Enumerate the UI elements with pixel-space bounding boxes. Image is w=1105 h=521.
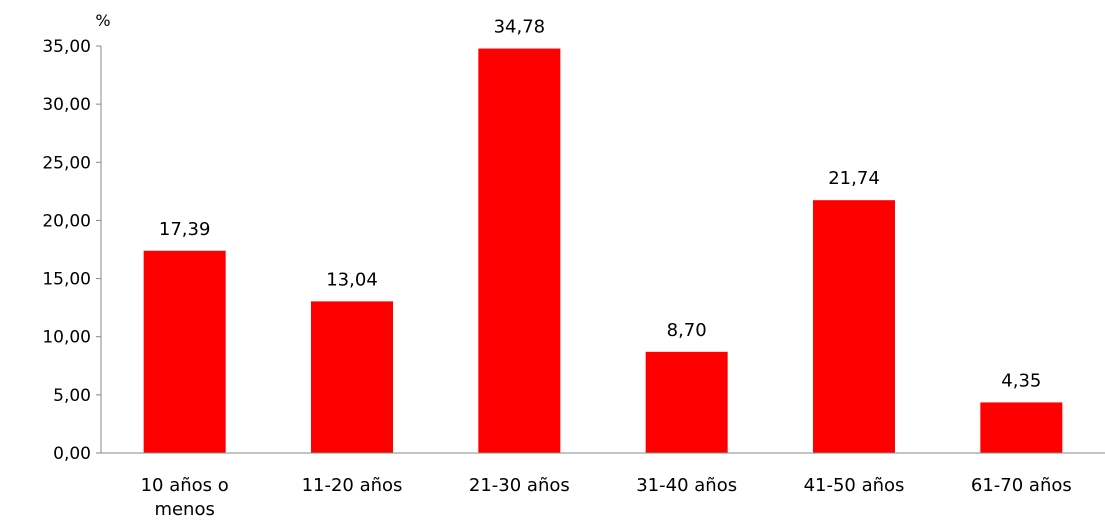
y-tick-label: 5,00 bbox=[53, 386, 91, 406]
y-tick-label: 0,00 bbox=[53, 444, 91, 464]
x-category-label: 61-70 años bbox=[971, 475, 1072, 496]
bar-value-label: 4,35 bbox=[1001, 370, 1041, 391]
bar-value-label: 8,70 bbox=[667, 320, 707, 341]
bar-value-label: 13,04 bbox=[326, 269, 378, 290]
y-tick-label: 25,00 bbox=[42, 153, 91, 173]
bar bbox=[645, 351, 728, 453]
x-category-label: 10 años o bbox=[141, 475, 229, 496]
y-tick-label: 20,00 bbox=[42, 211, 91, 231]
x-category-label: 31-40 años bbox=[636, 475, 737, 496]
x-category-label: 11-20 años bbox=[302, 475, 403, 496]
y-axis-unit-label: % bbox=[95, 11, 110, 30]
bar-value-label: 17,39 bbox=[159, 219, 211, 240]
bar bbox=[813, 200, 895, 453]
bar-value-label: 34,78 bbox=[494, 17, 546, 38]
bar bbox=[143, 250, 226, 453]
x-category-label: menos bbox=[154, 499, 214, 520]
y-tick-label: 30,00 bbox=[42, 95, 91, 115]
bar bbox=[311, 301, 393, 453]
bar-value-label: 21,74 bbox=[828, 168, 880, 189]
x-category-label: 41-50 años bbox=[804, 475, 905, 496]
bar bbox=[980, 402, 1063, 453]
bar bbox=[478, 48, 561, 453]
y-tick-label: 15,00 bbox=[42, 270, 91, 290]
y-tick-label: 35,00 bbox=[42, 37, 91, 57]
y-tick-label: 10,00 bbox=[42, 328, 91, 348]
x-category-label: 21-30 años bbox=[469, 475, 570, 496]
